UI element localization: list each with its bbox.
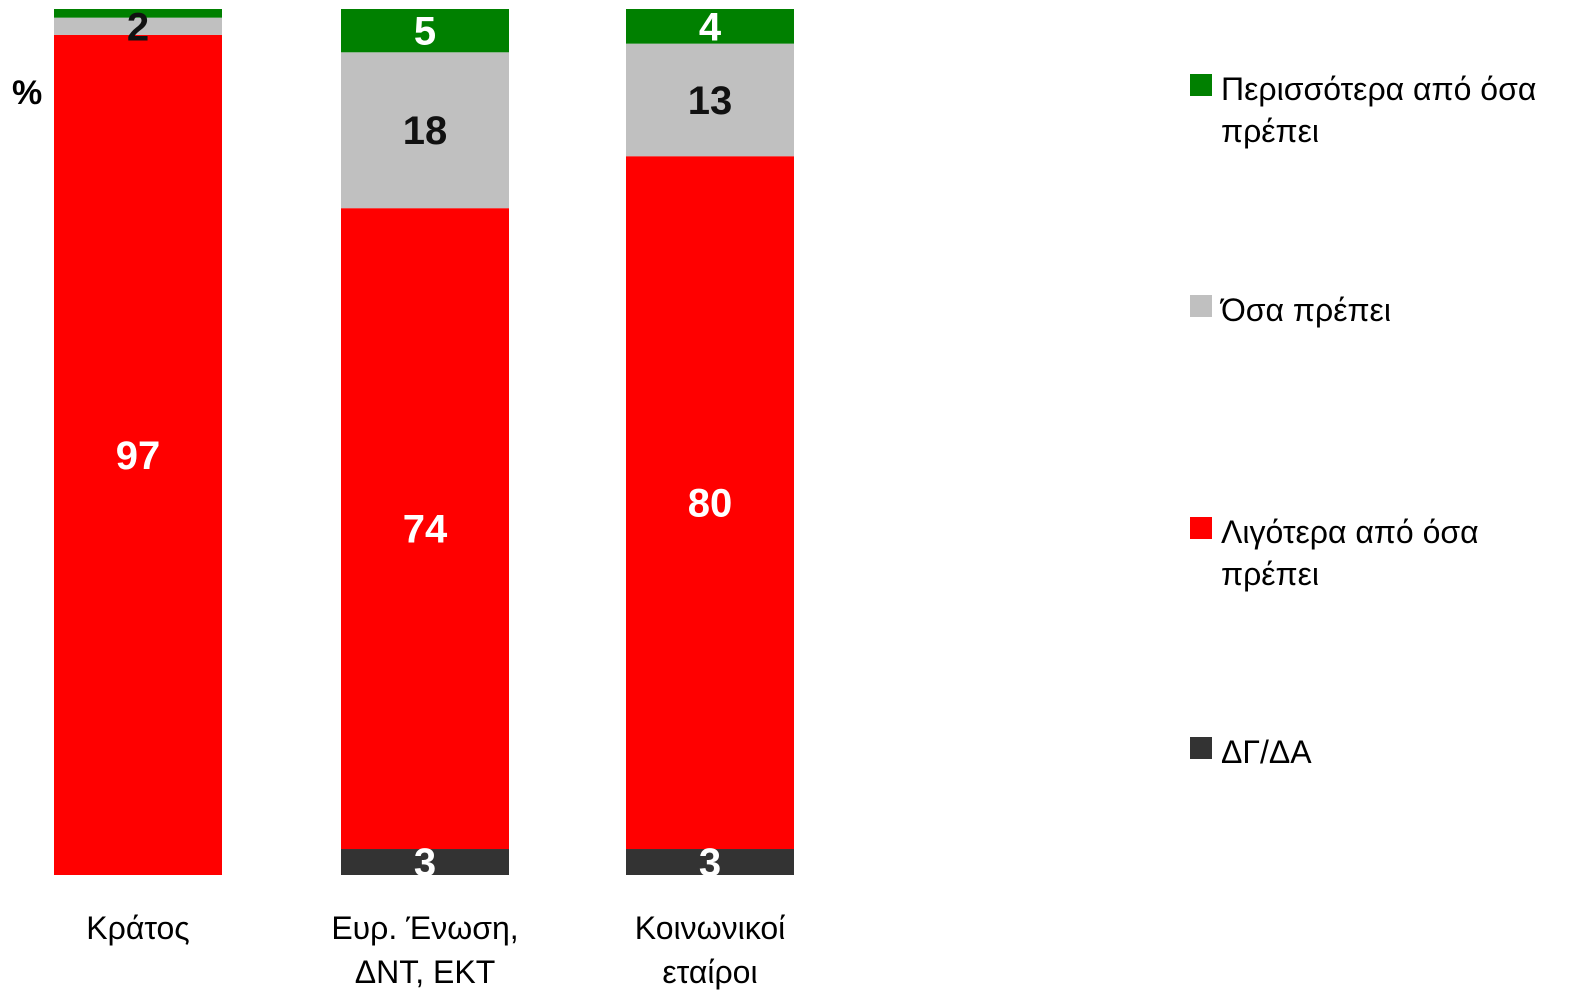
legend-item-enough: Όσα πρέπει (1190, 289, 1571, 331)
legend-item-less: Λιγότερα από όσα πρέπει (1190, 511, 1571, 595)
data-label: 3 (414, 841, 436, 885)
legend-label-less: Λιγότερα από όσα πρέπει (1221, 514, 1479, 592)
data-label: 5 (414, 10, 436, 54)
bar-segment (341, 208, 509, 850)
bar-segment (54, 9, 222, 18)
bar-segment (54, 17, 222, 35)
legend-swatch-dkna (1190, 737, 1212, 759)
data-label: 74 (403, 508, 448, 552)
bar-segment (626, 156, 794, 850)
legend-label-more: Περισσότερα από όσα πρέπει (1221, 71, 1537, 149)
legend-swatch-more (1190, 74, 1212, 96)
data-label: 13 (688, 79, 733, 123)
legend-swatch-less (1190, 517, 1212, 539)
data-label: 18 (403, 109, 448, 153)
category-label: ΔΝΤ, ΕΚΤ (355, 954, 496, 990)
category-label: Ευρ. Ένωση, (331, 910, 518, 946)
legend-label-dkna: ΔΓ/ΔΑ (1221, 734, 1312, 770)
bar-segment (341, 52, 509, 209)
unit-label: % (12, 74, 43, 112)
bar-segment (626, 9, 794, 44)
bar-segment (341, 9, 509, 53)
data-label: 3 (699, 841, 721, 885)
legend-item-more: Περισσότερα από όσα πρέπει (1190, 68, 1571, 152)
data-label: 97 (116, 434, 161, 478)
legend-item-dkna: ΔΓ/ΔΑ (1190, 731, 1571, 773)
legend: Περισσότερα από όσα πρέπει Όσα πρέπει Λι… (1190, 0, 1575, 992)
data-label: 80 (688, 482, 733, 526)
bar-segment (341, 849, 509, 875)
category-label: εταίροι (662, 954, 757, 990)
legend-swatch-enough (1190, 295, 1212, 317)
data-label: 4 (699, 5, 722, 49)
category-label: Κοινωνικοί (635, 910, 785, 946)
data-label: 2 (127, 5, 149, 49)
bar-segment (626, 849, 794, 875)
legend-label-enough: Όσα πρέπει (1221, 292, 1391, 328)
category-label: Κράτος (86, 910, 189, 946)
bar-segment (626, 43, 794, 157)
bar-segment (54, 34, 222, 876)
